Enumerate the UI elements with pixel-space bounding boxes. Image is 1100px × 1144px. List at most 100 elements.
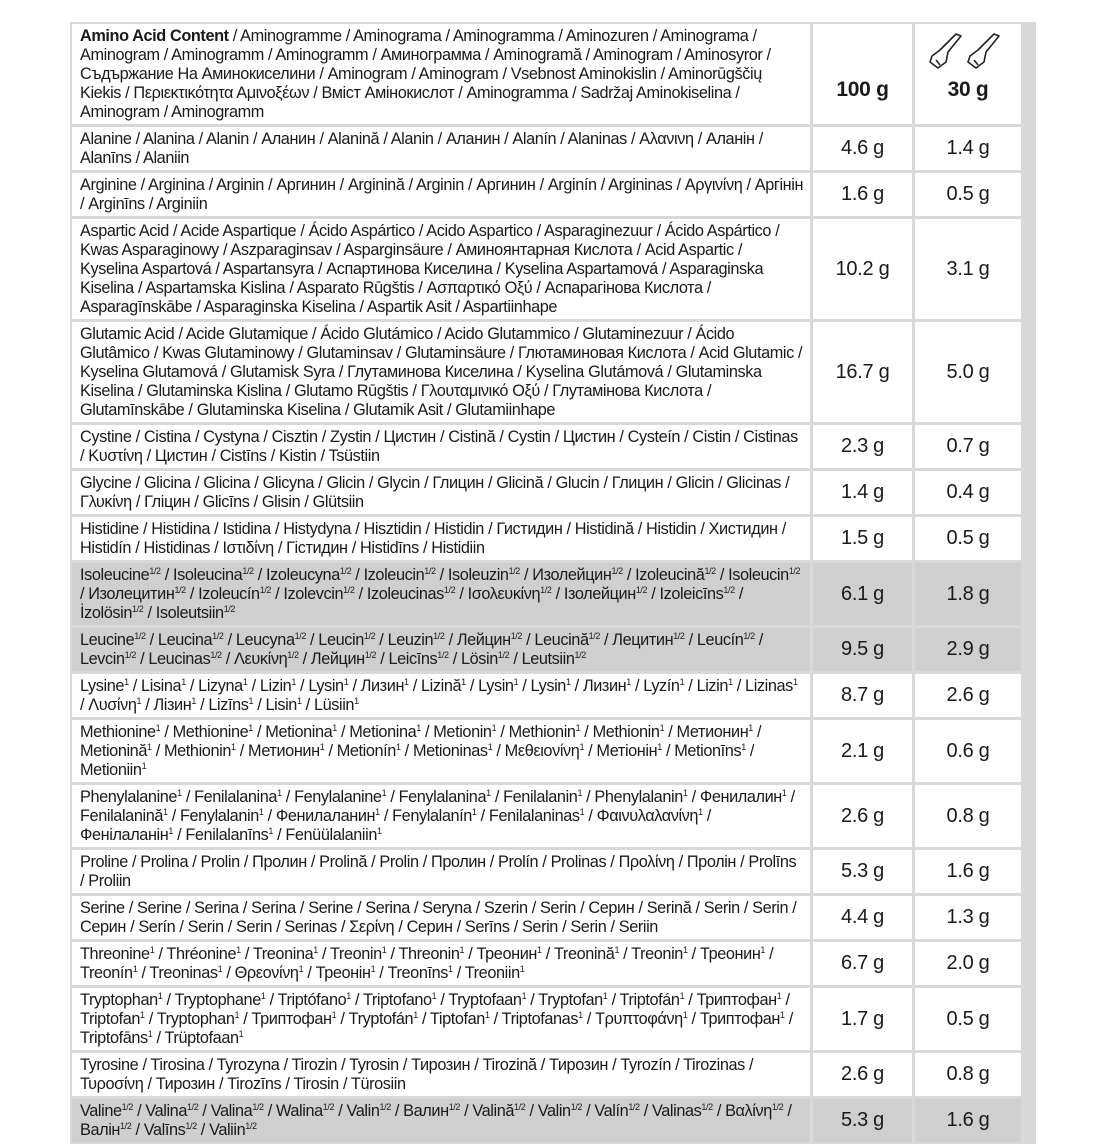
footnote-marker: 1 [404, 677, 409, 687]
amino-acid-name: Serina [251, 899, 296, 917]
amino-acid-name: Αργινίνη [684, 176, 743, 194]
amino-acid-name: Hisztidin [363, 520, 422, 538]
table-row: Tryptophan1 / Tryptophane1 / Triptófano1… [72, 988, 1034, 1050]
footnote-marker: 1 [248, 723, 253, 733]
amino-acid-name: Cistīns [219, 447, 267, 465]
amino-acid-name: Kistin [279, 447, 317, 465]
amino-acid-name: Triptofāns [80, 1029, 148, 1047]
amino-acid-names: Isoleucine1/2 / Isoleucina1/2 / Izoleucy… [72, 563, 810, 625]
amino-acid-name: Lizin [259, 677, 292, 695]
amino-acid-name: Valina [210, 1102, 253, 1120]
amino-acid-name: Acid Aspartic [644, 241, 734, 259]
footnote-marker: 1/2 [322, 1102, 335, 1112]
footnote-marker: 1/2 [343, 585, 355, 595]
footnote-marker: 1/2 [508, 566, 521, 576]
amino-acid-name: Trüptofaan [164, 1029, 239, 1047]
amino-acid-name: Tirozină [482, 1056, 538, 1074]
footnote-marker: 1/2 [497, 650, 510, 660]
footnote-marker: 1 [760, 945, 766, 955]
amino-acid-name: Seryna [422, 899, 472, 917]
amino-acid-name: Alanīns [80, 149, 132, 167]
footnote-marker: 1 [776, 991, 782, 1001]
amino-acid-names: Valine1/2 / Valina1/2 / Valina1/2 / Wali… [72, 1099, 810, 1142]
amino-acid-name: Acide Glutamique [185, 325, 309, 343]
amino-acid-names: Histidine / Histidina / Istidina / Histy… [72, 517, 810, 560]
amino-acid-name: Cisztin [271, 428, 318, 446]
footnote-marker: 1 [181, 677, 186, 687]
value-30g: 2.9 g [915, 628, 1021, 671]
two-scoops-icon [929, 33, 1000, 69]
amino-acid-name: Prolină [319, 853, 368, 871]
amino-acid-name: Lisina [141, 677, 182, 695]
amino-acid-name: Thréonine [166, 945, 237, 963]
header-label: Amino Acid Content / Aminogramme / Amino… [72, 24, 810, 124]
amino-acid-name: Metionină [80, 742, 147, 760]
footnote-marker: 1 [659, 723, 665, 733]
footnote-marker: 1/2 [364, 650, 377, 660]
amino-acid-name: Izoleucyna [266, 566, 340, 584]
amino-acid-name: Προλίνη [618, 853, 675, 871]
value-100g: 2.1 g [813, 720, 912, 782]
amino-acid-name: Izoleucinas [366, 585, 444, 603]
footnote-marker: 1 [157, 991, 163, 1001]
amino-acid-name: Гліцин [144, 493, 191, 511]
table-row: Glycine / Glicina / Glicina / Glicyna / … [72, 471, 1034, 514]
amino-acid-name: Histidina [151, 520, 211, 538]
footnote-marker: 1/2 [704, 566, 716, 576]
amino-acid-name: Триптофан [696, 991, 778, 1009]
amino-acid-name: Proline [80, 853, 128, 871]
value-30g: 1.3 g [915, 896, 1021, 939]
amino-acid-name: Cistină [448, 428, 496, 446]
amino-acid-name: Isoleutsiin [155, 604, 224, 622]
amino-acid-name: Tirozinas [683, 1056, 745, 1074]
amino-acid-name: Valin [346, 1102, 380, 1120]
amino-acid-name: Kyselina Glutámová [525, 363, 664, 381]
amino-acid-name: Glutaminsav [306, 344, 393, 362]
value-30g: 0.8 g [915, 785, 1021, 847]
footnote-marker: 1 [238, 1029, 244, 1039]
amino-acid-name: Aspartik Asit [366, 298, 452, 316]
footnote-marker: 1 [416, 723, 421, 733]
amino-acid-name: Metionīns [674, 742, 742, 760]
footnote-marker: 1 [781, 788, 787, 798]
amino-acid-name: Glisin [261, 493, 301, 511]
footnote-marker: 1 [579, 742, 585, 752]
footnote-marker: 1 [448, 964, 453, 974]
amino-acid-name: Serin [539, 899, 576, 917]
footnote-marker: 1/2 [570, 1102, 583, 1112]
amino-acid-name: Аланин [261, 130, 316, 148]
amino-acid-name: Prolin [200, 853, 241, 871]
amino-acid-name: Methionin [592, 723, 660, 741]
amino-acid-name: Metionina [265, 723, 333, 741]
amino-acid-name: Fenylalanín [392, 807, 472, 825]
amino-acid-name: Метіонін [596, 742, 658, 760]
amino-acid-name: Glicină [496, 474, 544, 492]
amino-acid-name: Arginin [415, 176, 464, 194]
amino-acid-name: Lysine [80, 677, 125, 695]
footnote-marker: 1 [376, 826, 382, 836]
footnote-marker: 1 [375, 807, 380, 817]
amino-acid-name: Metioninas [412, 742, 488, 760]
amino-acid-name: Istidina [222, 520, 271, 538]
amino-acid-name: Leuzin [387, 631, 434, 649]
amino-acid-name: Аланин [445, 130, 501, 148]
amino-acid-name: Acid Glutamic [698, 344, 795, 362]
footnote-marker: 1/2 [673, 631, 685, 641]
amino-acid-name: Seriin [618, 918, 659, 936]
footnote-marker: 1 [471, 807, 477, 817]
header-title: Amino Acid Content [80, 27, 229, 45]
footnote-marker: 1/2 [448, 1102, 461, 1112]
amino-acid-name: Treoniin [464, 964, 520, 982]
footnote-marker: 1 [779, 1010, 785, 1020]
value-100g: 2.3 g [813, 425, 912, 468]
amino-acid-name: Σερίνη [349, 918, 395, 936]
footnote-marker: 1/2 [294, 631, 307, 641]
amino-acid-name: Аминоянтарная Кислота [455, 241, 633, 259]
amino-acid-name: Metionina [349, 723, 417, 741]
amino-acid-name: Κυστίνη [88, 447, 143, 465]
footnote-marker: 1 [147, 1029, 153, 1039]
footnote-marker: 1 [682, 945, 688, 955]
amino-acid-name: Alanín [512, 130, 557, 148]
amino-acid-name: Treonin [631, 945, 683, 963]
amino-acid-name: Glutaminska Kiselina [80, 363, 762, 400]
